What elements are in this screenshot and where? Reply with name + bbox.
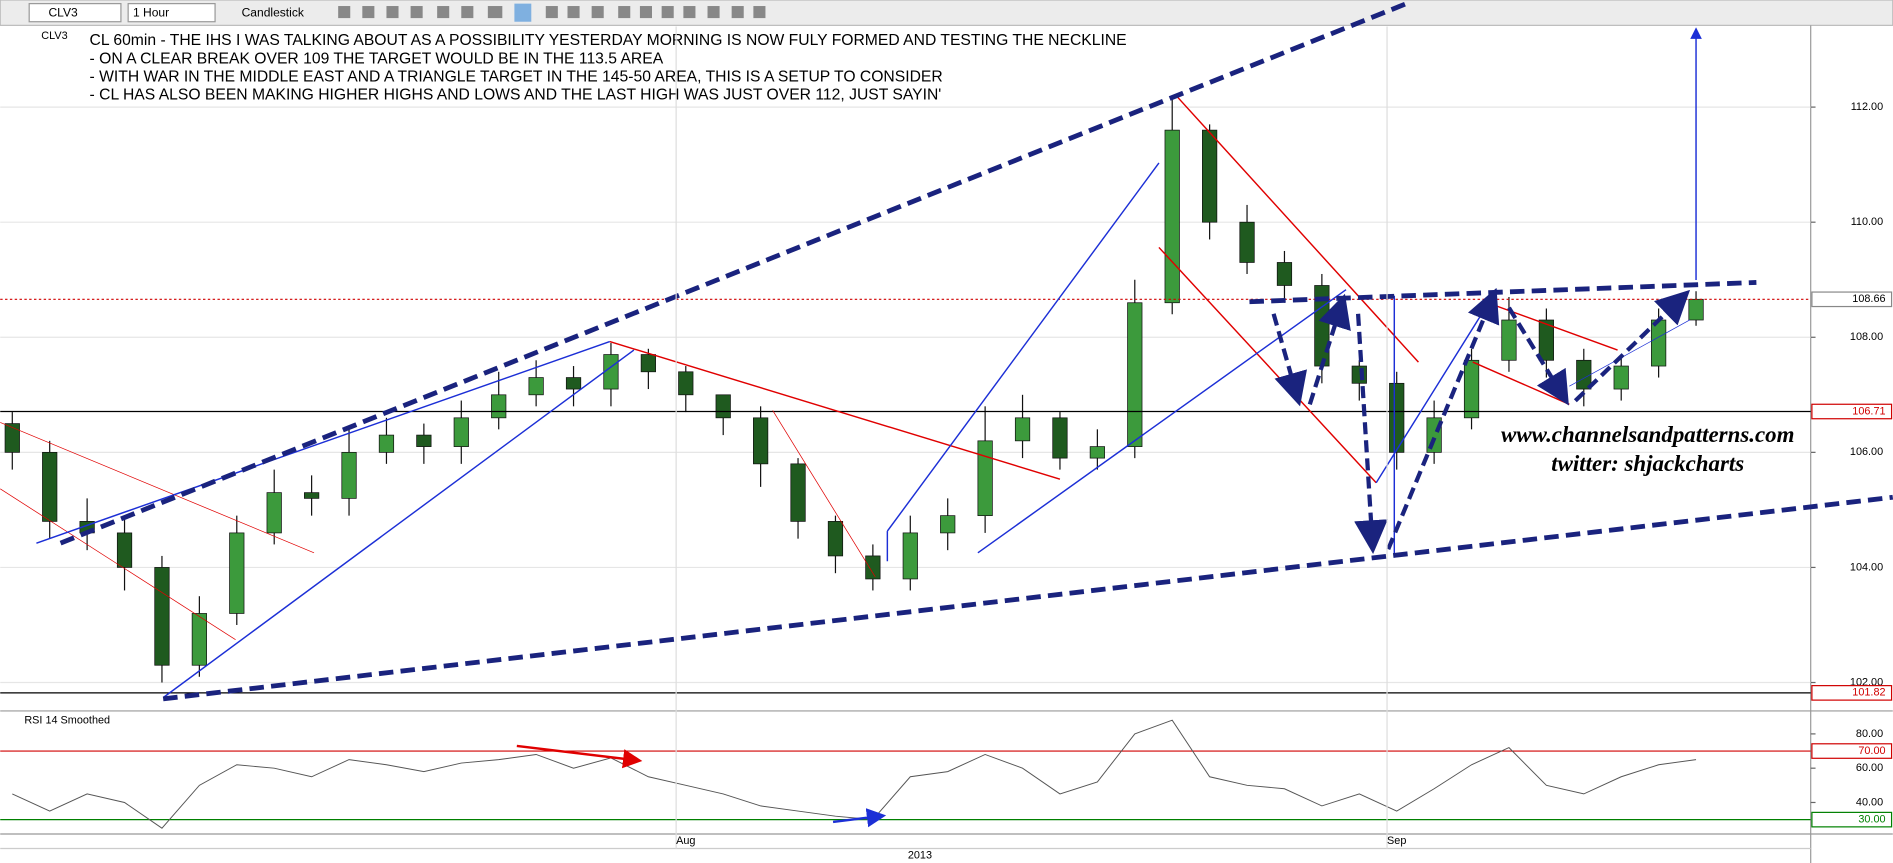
candle-body: [1351, 365, 1367, 384]
candle-body: [1389, 382, 1405, 453]
candle-body: [1276, 262, 1293, 286]
panel-title: RSI 14 Smoothed: [24, 714, 110, 726]
x-tick-label: Sep: [1387, 835, 1406, 847]
candle-body: [266, 492, 282, 534]
level-label: 70.00: [1858, 745, 1885, 757]
symbol-box[interactable]: [28, 3, 122, 23]
y-tick-label: 60.00: [1856, 762, 1883, 774]
candle-body: [865, 555, 881, 580]
annotation: - WITH WAR IN THE MIDDLE EAST AND A TRIA…: [90, 68, 943, 85]
candle-body: [378, 434, 395, 453]
candle-body: [304, 492, 320, 499]
drawings: [0, 1, 1893, 828]
symbol: CLV3: [48, 5, 78, 19]
candle-body: [1089, 446, 1105, 459]
candle-body: [1052, 417, 1068, 459]
level-marker: [1811, 743, 1893, 759]
price-marker-label: 108.66: [1852, 293, 1885, 305]
price-marker: [1811, 403, 1893, 420]
candle-body: [154, 567, 170, 666]
candle-body: [453, 417, 469, 447]
candle-body: [640, 354, 656, 373]
candle-body: [116, 532, 133, 568]
candle-body: [678, 371, 694, 396]
price-marker: [1811, 291, 1893, 308]
price-marker-label: 101.82: [1852, 687, 1885, 699]
candle-body: [1239, 221, 1255, 263]
y-tick-label: 104.00: [1850, 561, 1883, 573]
level-label: 30.00: [1858, 813, 1885, 825]
y-tick-label: 106.00: [1850, 446, 1883, 458]
interval: 1 Hour: [133, 5, 169, 19]
candle-body: [1164, 129, 1180, 304]
candle-body: [191, 613, 207, 666]
candle-body: [902, 532, 918, 580]
interval-box[interactable]: [127, 3, 216, 23]
watermark: twitter: shjackcharts: [1551, 451, 1744, 476]
annotation: - ON A CLEAR BREAK OVER 109 THE TARGET W…: [90, 50, 664, 67]
y-tick-label: 108.00: [1850, 331, 1883, 343]
candle-body: [827, 521, 844, 557]
annotation: CL 60min - THE IHS I WAS TALKING ABOUT A…: [90, 32, 1127, 49]
candle-body: [341, 451, 357, 499]
candle-body: [1014, 417, 1031, 442]
toolbar: [0, 0, 1893, 26]
candle-body: [715, 394, 731, 419]
candle-body: [977, 440, 993, 517]
y-tick-label: 110.00: [1851, 216, 1883, 228]
candle-body: [416, 434, 432, 447]
candle-body: [1651, 319, 1667, 367]
candle-body: [229, 532, 245, 614]
candle-body: [1538, 319, 1554, 361]
candle-body: [1613, 365, 1629, 390]
x-tick-label: Aug: [676, 835, 695, 847]
legend-label: CLV3: [41, 30, 67, 42]
candle-body: [4, 423, 20, 453]
candle-body: [753, 417, 769, 465]
candle-body: [42, 451, 58, 522]
y-tick-label: 40.00: [1856, 796, 1883, 808]
candle-body: [1202, 129, 1218, 223]
candle-body: [940, 515, 956, 534]
candle-body: [790, 463, 806, 522]
annotation: - CL HAS ALSO BEEN MAKING HIGHER HIGHS A…: [90, 86, 942, 103]
toolbar-icons[interactable]: [338, 3, 766, 22]
candle-body: [1501, 319, 1517, 361]
annotation-block: CL 60min - THE IHS I WAS TALKING ABOUT A…: [90, 32, 1127, 103]
price-panel: 102.00104.00106.00108.00110.00112.00108.…: [0, 95, 1893, 701]
candle-body: [603, 354, 619, 390]
candle-body: [1463, 359, 1480, 419]
candle-body: [1688, 298, 1704, 321]
style[interactable]: Candlestick: [242, 5, 305, 19]
price-marker-label: 106.71: [1852, 405, 1885, 417]
rsi-panel: 40.00 60.00 80.00 70.00 30.00: [0, 719, 1893, 829]
rsi-line: [12, 719, 1697, 829]
y-tick-label: 80.00: [1856, 728, 1883, 740]
watermark: www.channelsandpatterns.com: [1501, 422, 1794, 447]
y-tick-label: 112.00: [1851, 101, 1883, 113]
price-marker: [1811, 685, 1893, 701]
candle-body: [528, 377, 544, 396]
candle-body: [565, 377, 582, 390]
period-label: 2013: [908, 850, 932, 862]
candle-body: [491, 394, 507, 419]
level-marker: [1811, 811, 1893, 828]
candle-body: [1127, 302, 1143, 447]
